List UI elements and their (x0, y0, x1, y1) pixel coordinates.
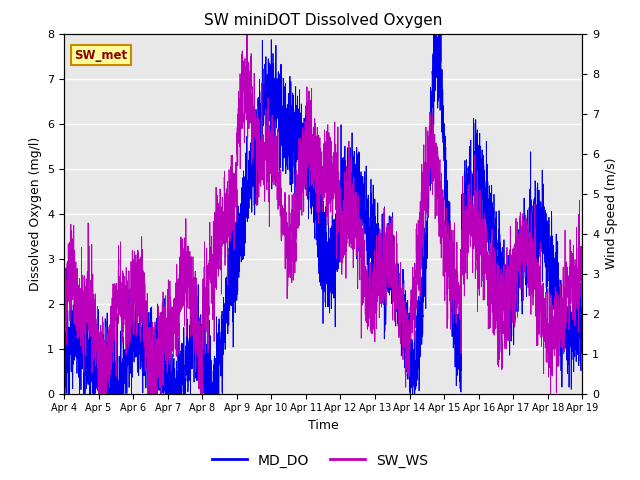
Y-axis label: Dissolved Oxygen (mg/l): Dissolved Oxygen (mg/l) (29, 136, 42, 291)
Text: SW_met: SW_met (74, 49, 127, 62)
Title: SW miniDOT Dissolved Oxygen: SW miniDOT Dissolved Oxygen (204, 13, 442, 28)
Y-axis label: Wind Speed (m/s): Wind Speed (m/s) (605, 158, 618, 269)
Legend: MD_DO, SW_WS: MD_DO, SW_WS (207, 448, 433, 473)
X-axis label: Time: Time (308, 419, 339, 432)
